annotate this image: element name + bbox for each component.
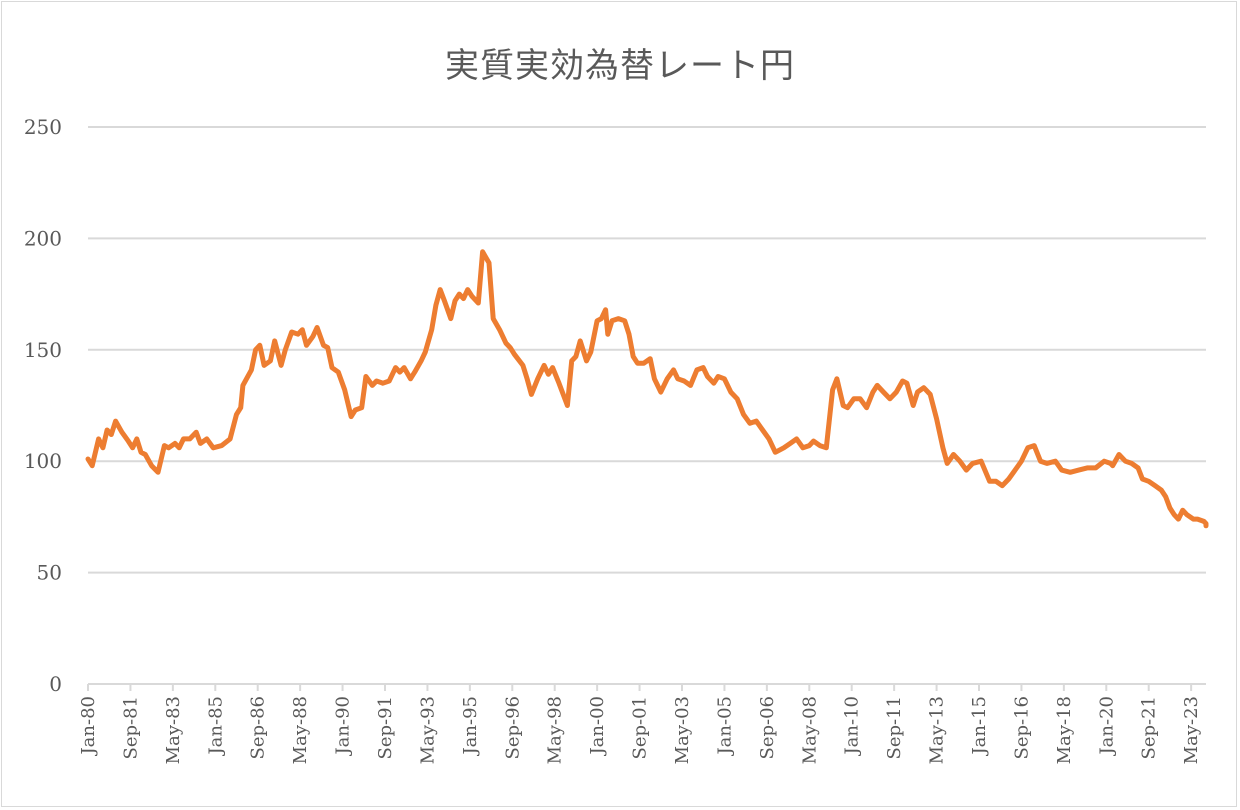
y-tick-label: 150 xyxy=(24,338,62,362)
y-tick-label: 0 xyxy=(49,672,62,696)
x-axis: Jan-80 Sep-81 May-83 Jan-85 Sep-86 May-88 Jan-… xyxy=(78,683,1206,764)
x-tick-label: May-08 xyxy=(799,696,820,764)
x-tick-label: May-83 xyxy=(163,696,184,764)
x-tick-label: May-13 xyxy=(927,696,948,764)
x-tick-label: May-98 xyxy=(545,696,566,764)
x-tick-label: May-18 xyxy=(1054,696,1075,764)
x-tick-label: Sep-96 xyxy=(502,696,523,760)
x-tick-label: Jan-20 xyxy=(1096,696,1117,757)
x-tick-label: Jan-85 xyxy=(205,696,226,757)
y-axis: 0 50 100 150 200 250 xyxy=(24,115,62,696)
x-tick-label: Sep-81 xyxy=(120,696,141,760)
x-tick-label: Sep-01 xyxy=(630,696,651,760)
x-tick-label: Jan-15 xyxy=(969,696,990,757)
x-tick-label: May-88 xyxy=(290,696,311,764)
x-tick-label: Jan-90 xyxy=(333,696,354,757)
x-tick-label: May-23 xyxy=(1181,696,1202,764)
x-tick-label: May-03 xyxy=(672,696,693,764)
x-tick-label: Sep-11 xyxy=(884,696,905,760)
x-tick-label: Jan-05 xyxy=(714,696,735,757)
x-tick-label: Sep-86 xyxy=(248,696,269,760)
x-tick-label: May-93 xyxy=(417,696,438,764)
x-tick-label: Jan-95 xyxy=(460,696,481,757)
x-tick-label: Jan-00 xyxy=(587,696,608,757)
x-tick-label: Jan-10 xyxy=(842,696,863,757)
x-tick-label: Sep-16 xyxy=(1011,696,1032,760)
y-tick-label: 100 xyxy=(24,449,62,473)
y-tick-label: 50 xyxy=(37,561,62,585)
y-tick-label: 200 xyxy=(24,226,62,250)
series-line xyxy=(85,249,1209,529)
x-tick-label: Sep-91 xyxy=(375,696,396,760)
y-tick-label: 250 xyxy=(24,115,62,139)
x-tick-label: Sep-06 xyxy=(757,696,778,760)
x-tick-label: Sep-21 xyxy=(1139,696,1160,760)
x-tick-label: Jan-80 xyxy=(78,696,99,757)
chart-title: 実質実効為替レート円 xyxy=(445,46,795,86)
